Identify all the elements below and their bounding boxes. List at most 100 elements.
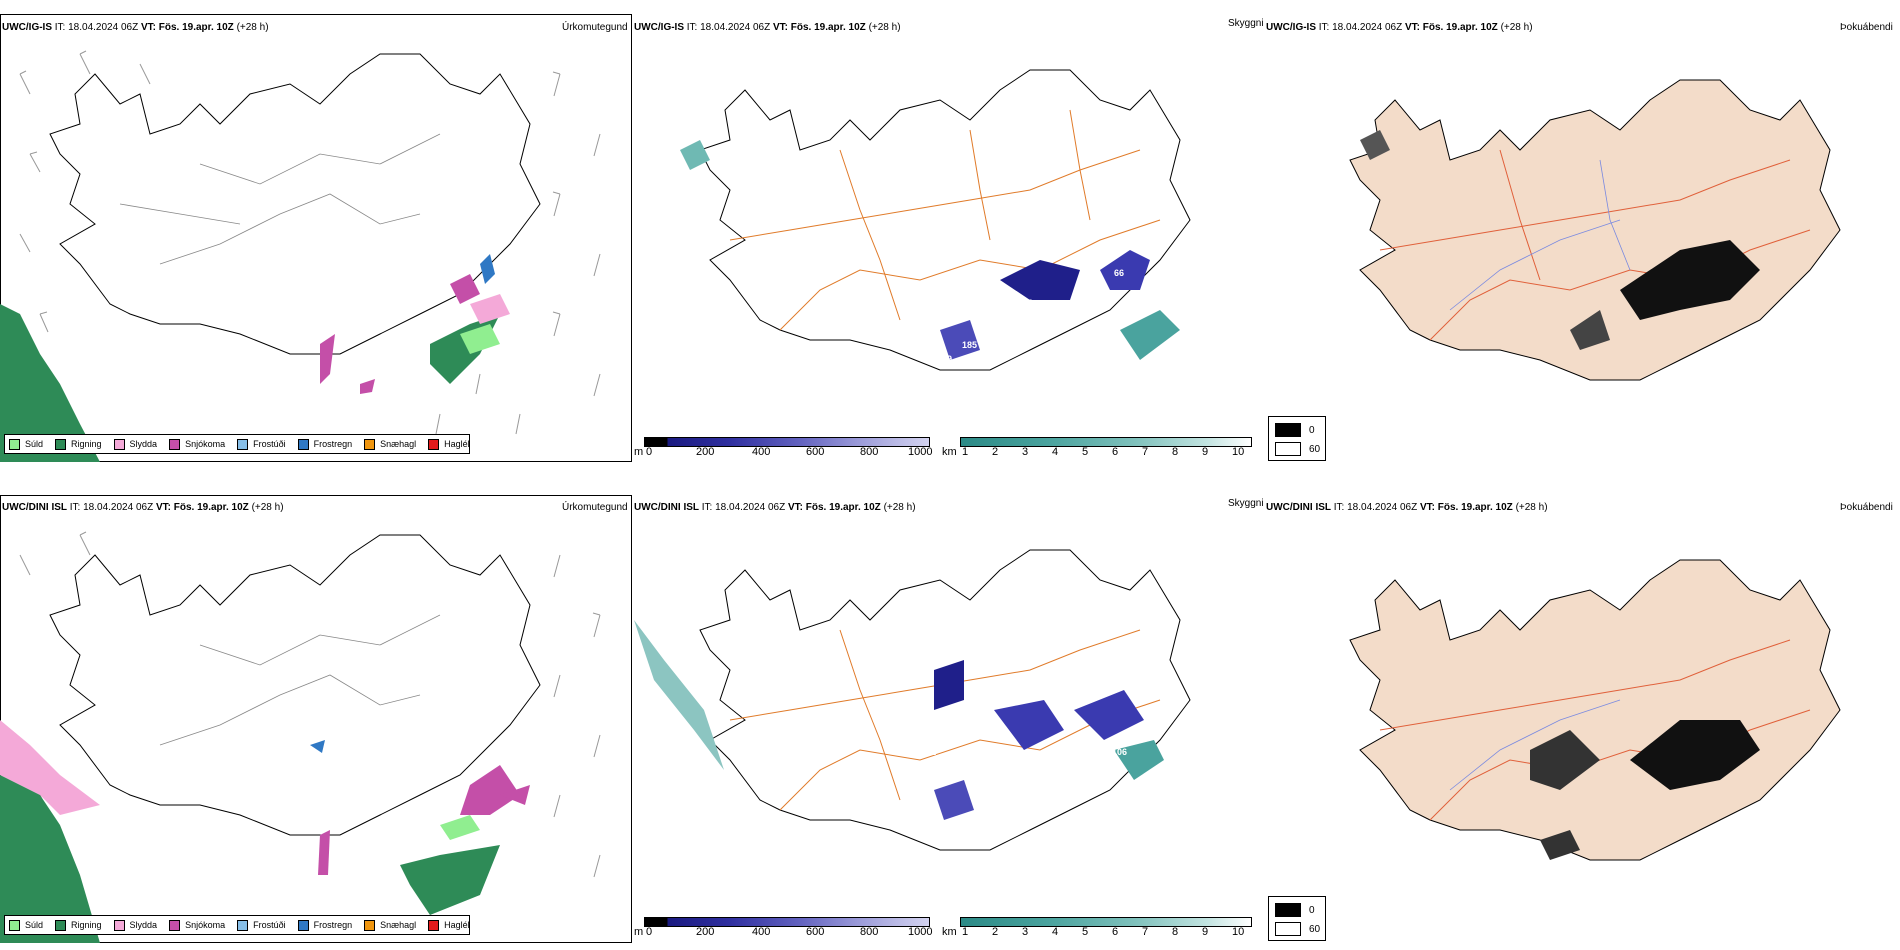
vis-value-label: 66 [1114,268,1125,278]
vis-value-label: 99 [942,833,953,843]
km-tick: 2 [992,446,999,458]
km-tick: 8 [1172,446,1179,458]
km-tick: 5 [1082,446,1089,458]
it-label: IT: [686,22,698,33]
m-tick: 1000 [908,926,933,938]
vis-value-label: 101 [1102,292,1118,302]
model-name: UWC/IG-IS [634,22,684,33]
km-tick: 10 [1232,446,1245,458]
swatch-snow-pellets [364,919,376,931]
vt-label: VT: [140,22,156,33]
m-tick: 200 [696,926,715,938]
vis-value-label: 78 [972,320,983,330]
lead-time: (+28 h) [236,22,269,33]
swatch-white [1275,442,1301,456]
fog-legend-2: 0 60 [1268,896,1326,941]
vis-scale-km-1: km 1 2 3 4 5 6 7 8 9 10 [942,437,1262,461]
legend-item: Súld [9,919,43,931]
fog-legend-label: 0 [1309,424,1315,436]
vis-value-label: 27 [1078,780,1089,790]
vt-label: VT: [787,502,803,513]
it-label: IT: [69,502,81,513]
it-value: 18.04.2024 06Z [68,22,139,33]
swatch-drizzle [9,438,20,450]
km-tick: 6 [1112,446,1119,458]
vis-value-label: 117 [1016,778,1031,788]
vt-label: VT: [1404,22,1420,33]
fog-legend-label: 60 [1309,923,1321,935]
m-tick: 800 [860,926,879,938]
km-tick: 7 [1142,446,1149,458]
vis-map-2 [634,549,1191,851]
m-tick: 400 [752,446,771,458]
precip-map-frame-1 [0,14,632,462]
km-tick: 9 [1202,926,1209,938]
legend-item: Snjókoma [169,438,226,450]
model-name: UWC/DINI ISL [1266,502,1331,513]
km-unit: km [942,446,957,458]
legend-label: Frostregn [313,920,353,930]
vt-value: Fös. 19.apr. 10Z [158,22,234,33]
legend-item: Rigning [55,919,102,931]
legend-label: Frostúði [253,439,286,449]
legend-item: Haglél [428,438,470,450]
swatch-snow [169,438,181,450]
legend-label: Frostregn [313,439,353,449]
vis-title: Skyggni [1228,498,1264,509]
fog-legend-row: 60 [1275,922,1320,936]
precip-map-1 [0,50,601,462]
swatch-black [1275,903,1301,917]
legend-label: Snæhagl [380,439,417,449]
legend-item: Snæhagl [364,438,417,450]
legend-item: Haglél [428,919,470,931]
model-name: UWC/IG-IS [1266,22,1316,33]
it-value: 18.04.2024 06Z [715,502,786,513]
vis-value-label: 142 [1016,752,1032,762]
legend-label: Haglél [444,439,470,449]
vt-value: Fös. 19.apr. 10Z [173,502,249,513]
km-tick: 10 [1232,926,1245,938]
m-unit: m [634,926,644,938]
legend-label: Snjókoma [185,439,226,449]
vis-value-label: 81 [926,747,937,757]
run-header-1: UWC/IG-IS IT: 18.04.2024 06Z VT: Fös. 19… [2,22,269,33]
km-tick: 3 [1022,446,1029,458]
swatch-rain [55,438,67,450]
swatch-snow [169,919,181,931]
it-value: 18.04.2024 06Z [83,502,154,513]
m-tick: 200 [696,446,715,458]
swatch-freezing-rain [297,438,309,450]
vis-value-label: 35 [944,862,955,872]
m-tick: 600 [806,446,825,458]
legend-item: Slydda [113,438,157,450]
swatch-hail [428,919,440,931]
it-label: IT: [54,22,66,33]
km-tick: 6 [1112,926,1119,938]
vis-title: Skyggni [1228,18,1264,29]
fog-title: Þokuábendi [1840,502,1893,513]
it-value: 18.04.2024 06Z [1347,502,1418,513]
swatch-black [1275,423,1301,437]
it-label: IT: [701,502,713,513]
vt-value: Fös. 19.apr. 10Z [1422,22,1498,33]
run-header-fog-2: UWC/DINI ISL IT: 18.04.2024 06Z VT: Fös.… [1266,502,1548,513]
swatch-snow-pellets [364,438,376,450]
precip-map-frame-2 [0,495,632,943]
precip-map-2 [0,531,601,943]
vt-label: VT: [1419,502,1435,513]
m-tick: 600 [806,926,825,938]
fog-legend-row: 60 [1275,442,1320,456]
fog-legend-label: 60 [1309,443,1321,455]
swatch-drizzle [9,919,20,931]
it-value: 18.04.2024 06Z [1332,22,1403,33]
legend-item: Frostregn [297,919,353,931]
it-label: IT: [1333,502,1345,513]
run-header-2: UWC/DINI ISL IT: 18.04.2024 06Z VT: Fös.… [2,502,284,513]
model-name: UWC/IG-IS [2,22,52,33]
vis-value-label: 53 [1100,770,1111,780]
vis-scale-m-1: m 0 200 400 600 800 1000 [634,437,938,461]
vt-value: Fös. 19.apr. 10Z [805,502,881,513]
legend-label: Rigning [71,920,102,930]
km-tick: 1 [962,446,969,458]
km-tick: 1 [962,926,969,938]
